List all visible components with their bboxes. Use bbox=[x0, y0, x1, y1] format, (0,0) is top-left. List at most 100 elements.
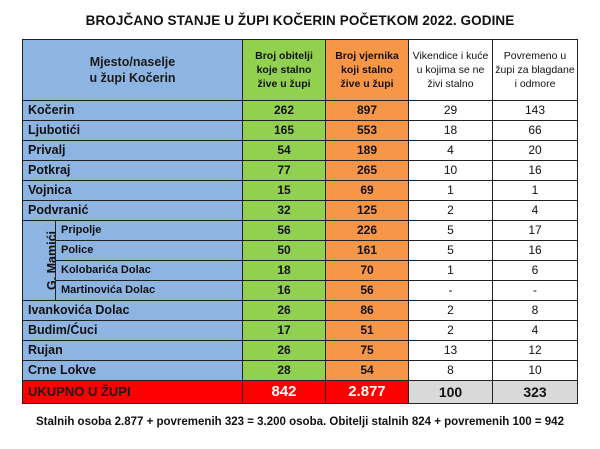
believers-cell: 54 bbox=[325, 360, 409, 381]
place-cell: Crne Lokve bbox=[22, 360, 243, 381]
weekend-cell: 8 bbox=[408, 360, 493, 381]
place-cell: Rujan bbox=[22, 340, 243, 361]
header-temporary: Povremeno u župi za blagdane i odmore bbox=[492, 39, 578, 101]
temporary-cell: - bbox=[492, 280, 578, 301]
total-weekend: 100 bbox=[408, 380, 493, 404]
header-families-line2: koje stalno bbox=[256, 64, 312, 76]
believers-cell: 897 bbox=[325, 100, 409, 121]
header-temporary-line3: i odmore bbox=[514, 78, 556, 90]
families-cell: 56 bbox=[242, 220, 326, 241]
families-cell: 54 bbox=[242, 140, 326, 161]
header-temporary-line1: Povremeno u bbox=[503, 50, 567, 62]
footer-summary: Stalnih osoba 2.877 + povremenih 323 = 3… bbox=[36, 416, 564, 428]
believers-cell: 86 bbox=[325, 300, 409, 321]
header-believers-line1: Broj vjernika bbox=[335, 50, 399, 62]
believers-cell: 161 bbox=[325, 240, 409, 261]
header-place-line2: u župi Kočerin bbox=[89, 71, 176, 85]
families-cell: 262 bbox=[242, 100, 326, 121]
table-row: Potkraj 77 265 10 16 bbox=[22, 160, 578, 181]
header-weekend-line3: živi stalno bbox=[427, 78, 474, 90]
sub-place-cell: Kolobarića Dolac bbox=[55, 260, 243, 281]
temporary-cell: 20 bbox=[492, 140, 578, 161]
place-cell: Budim/Ćuci bbox=[22, 320, 243, 341]
weekend-cell: 1 bbox=[408, 180, 493, 201]
families-cell: 18 bbox=[242, 260, 326, 281]
temporary-cell: 16 bbox=[492, 240, 578, 261]
weekend-cell: 18 bbox=[408, 120, 493, 141]
families-cell: 16 bbox=[242, 280, 326, 301]
table-row: Police 50 161 5 16 bbox=[23, 240, 578, 261]
sub-place-cell: Martinovića Dolac bbox=[55, 280, 243, 301]
temporary-cell: 1 bbox=[492, 180, 578, 201]
weekend-cell: 5 bbox=[408, 240, 493, 261]
families-cell: 77 bbox=[242, 160, 326, 181]
group-cell: G. Mamići bbox=[22, 220, 56, 301]
believers-cell: 226 bbox=[325, 220, 409, 241]
place-cell: Vojnica bbox=[22, 180, 243, 201]
table-row: Martinovića Dolac 16 56 - - bbox=[23, 280, 578, 301]
header-weekend-line2: u kojima se ne bbox=[416, 64, 485, 76]
temporary-cell: 143 bbox=[492, 100, 578, 121]
place-cell: Ivankovića Dolac bbox=[22, 300, 243, 321]
believers-cell: 51 bbox=[325, 320, 409, 341]
families-cell: 15 bbox=[242, 180, 326, 201]
header-weekend: Vikendice i kuće u kojima se ne živi sta… bbox=[408, 39, 493, 101]
believers-cell: 75 bbox=[325, 340, 409, 361]
believers-cell: 125 bbox=[325, 200, 409, 221]
believers-cell: 265 bbox=[325, 160, 409, 181]
total-believers: 2.877 bbox=[325, 380, 409, 404]
group-label: G. Mamići bbox=[45, 230, 56, 291]
place-cell: Kočerin bbox=[22, 100, 243, 121]
believers-cell: 553 bbox=[325, 120, 409, 141]
families-cell: 26 bbox=[242, 340, 326, 361]
weekend-cell: 1 bbox=[408, 260, 493, 281]
header-believers-line3: žive u župi bbox=[340, 78, 394, 90]
temporary-cell: 10 bbox=[492, 360, 578, 381]
header-families-line1: Broj obitelji bbox=[255, 50, 313, 62]
table-row: Rujan 26 75 13 12 bbox=[22, 340, 578, 361]
table-row: Ivankovića Dolac 26 86 2 8 bbox=[22, 300, 578, 321]
temporary-cell: 17 bbox=[492, 220, 578, 241]
header-weekend-line1: Vikendice i kuće bbox=[412, 50, 489, 62]
temporary-cell: 4 bbox=[492, 200, 578, 221]
total-label: UKUPNO U ŽUPI bbox=[22, 380, 243, 404]
header-temporary-line2: župi za blagdane bbox=[495, 64, 575, 76]
weekend-cell: 29 bbox=[408, 100, 493, 121]
families-cell: 17 bbox=[242, 320, 326, 341]
population-table: Mjesto/naselje u župi Kočerin Broj obite… bbox=[22, 39, 578, 404]
place-cell: Ljubotići bbox=[22, 120, 243, 141]
temporary-cell: 8 bbox=[492, 300, 578, 321]
families-cell: 50 bbox=[242, 240, 326, 261]
believers-cell: 189 bbox=[325, 140, 409, 161]
header-believers-line2: koji stalno bbox=[341, 64, 393, 76]
weekend-cell: 2 bbox=[408, 200, 493, 221]
weekend-cell: 2 bbox=[408, 300, 493, 321]
temporary-cell: 16 bbox=[492, 160, 578, 181]
place-cell: Privalj bbox=[22, 140, 243, 161]
families-cell: 32 bbox=[242, 200, 326, 221]
header-place: Mjesto/naselje u župi Kočerin bbox=[22, 39, 243, 101]
sub-place-cell: Pripolje bbox=[55, 220, 243, 241]
place-cell: Podvranić bbox=[22, 200, 243, 221]
table-row: Crne Lokve 28 54 8 10 bbox=[22, 360, 578, 381]
header-families: Broj obitelji koje stalno žive u župi bbox=[242, 39, 326, 101]
total-temporary: 323 bbox=[492, 380, 578, 404]
header-believers: Broj vjernika koji stalno žive u župi bbox=[325, 39, 409, 101]
weekend-cell: 2 bbox=[408, 320, 493, 341]
weekend-cell: 13 bbox=[408, 340, 493, 361]
table-row: Podvranić 32 125 2 4 bbox=[22, 200, 578, 221]
families-cell: 28 bbox=[242, 360, 326, 381]
total-row: UKUPNO U ŽUPI 842 2.877 100 323 bbox=[22, 380, 578, 404]
header-row: Mjesto/naselje u župi Kočerin Broj obite… bbox=[22, 39, 578, 101]
weekend-cell: 10 bbox=[408, 160, 493, 181]
temporary-cell: 4 bbox=[492, 320, 578, 341]
header-families-line3: žive u župi bbox=[257, 78, 311, 90]
table-row: Kolobarića Dolac 18 70 1 6 bbox=[23, 260, 578, 281]
believers-cell: 70 bbox=[325, 260, 409, 281]
temporary-cell: 66 bbox=[492, 120, 578, 141]
families-cell: 26 bbox=[242, 300, 326, 321]
weekend-cell: 4 bbox=[408, 140, 493, 161]
temporary-cell: 6 bbox=[492, 260, 578, 281]
table-row: Privalj 54 189 4 20 bbox=[22, 140, 578, 161]
weekend-cell: - bbox=[408, 280, 493, 301]
